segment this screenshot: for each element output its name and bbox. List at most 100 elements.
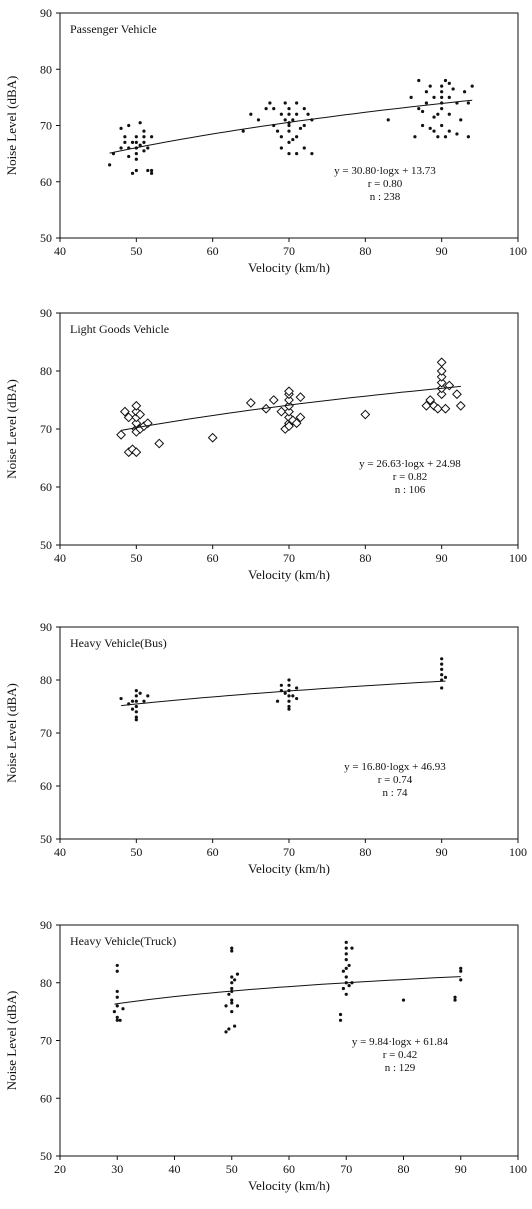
fit-line (121, 385, 461, 431)
data-point (447, 112, 451, 116)
data-point (295, 101, 299, 105)
y-tick-label: 50 (40, 231, 52, 245)
data-point (127, 123, 131, 128)
data-point (119, 696, 123, 701)
x-tick-label: 50 (130, 845, 142, 859)
data-point (287, 678, 291, 682)
data-point (230, 975, 234, 979)
data-point (440, 95, 444, 99)
fit-annotation: r = 0.80 (368, 178, 403, 190)
data-point (230, 1001, 234, 1005)
data-point (447, 81, 451, 85)
fit-line (114, 976, 461, 1005)
data-point (344, 958, 348, 962)
data-point (417, 78, 421, 83)
data-point (420, 109, 425, 114)
data-point (344, 952, 348, 956)
data-point (115, 963, 119, 968)
data-point (235, 1004, 240, 1008)
data-point (453, 995, 457, 999)
data-point (295, 112, 299, 116)
fit-annotation: y = 9.84·logx + 61.84 (352, 1036, 449, 1048)
data-point (127, 154, 131, 159)
data-point (344, 940, 348, 944)
fit-annotation: r = 0.82 (393, 471, 428, 483)
x-tick-label: 90 (436, 845, 448, 859)
data-point (295, 392, 306, 403)
data-point (287, 140, 291, 144)
fit-annotation: y = 30.80·logx + 13.73 (334, 165, 436, 177)
x-tick-label: 80 (359, 845, 371, 859)
fit-annotation: y = 26.63·logx + 24.98 (359, 458, 461, 470)
data-point (360, 409, 371, 420)
data-point (295, 686, 299, 690)
fit-annotation: n : 129 (385, 1062, 416, 1074)
data-point (287, 683, 291, 687)
x-tick-label: 50 (130, 551, 142, 565)
data-point (276, 406, 287, 417)
data-point (134, 704, 138, 709)
data-point (440, 686, 444, 690)
data-point (146, 168, 150, 173)
data-point (287, 152, 291, 156)
plot-frame (59, 924, 519, 1157)
data-point (249, 112, 253, 116)
data-point (150, 168, 154, 173)
data-point (142, 135, 146, 139)
data-point (466, 135, 470, 139)
data-point (230, 998, 234, 1002)
data-point (466, 101, 470, 105)
data-point (118, 1018, 122, 1022)
y-tick-label: 80 (40, 62, 52, 76)
fit-annotation: r = 0.74 (378, 774, 413, 786)
data-point (462, 90, 467, 94)
data-point (287, 107, 291, 111)
data-point (235, 972, 240, 976)
data-point (138, 691, 142, 695)
x-tick-label: 50 (226, 1162, 238, 1176)
data-point (134, 152, 138, 156)
y-tick-label: 60 (40, 1091, 52, 1105)
data-point (310, 152, 314, 156)
data-point (409, 95, 413, 99)
chart-heavy-vehicle-truck: 20 30 40 50 60 70 80 90 100 50 60 70 80 90 Velocity (k… (0, 906, 532, 1204)
data-point (146, 694, 150, 698)
data-point (470, 84, 474, 88)
data-point (138, 143, 142, 147)
y-tick-label: 80 (40, 364, 52, 378)
data-point (284, 386, 294, 397)
data-point (436, 112, 440, 116)
fit-annotation: y = 16.80·logx + 46.93 (344, 761, 446, 773)
x-tick-label: 100 (509, 551, 527, 565)
x-tick-label: 60 (207, 845, 219, 859)
data-point (447, 129, 451, 133)
data-point (287, 129, 291, 133)
x-tick-label: 60 (207, 244, 219, 258)
y-tick-label: 80 (40, 673, 52, 687)
data-point (245, 397, 256, 408)
data-point (227, 1027, 231, 1031)
data-point (134, 689, 138, 693)
y-tick-label: 90 (40, 620, 52, 634)
data-point (451, 87, 455, 91)
data-point (421, 400, 432, 411)
plot-frame (59, 626, 519, 840)
data-point (142, 699, 146, 703)
data-point (344, 946, 348, 950)
data-point (284, 395, 294, 405)
data-point (130, 707, 135, 711)
x-tick-label: 20 (54, 1162, 66, 1176)
data-point (130, 699, 135, 703)
data-point (440, 90, 444, 94)
fit-annotation: n : 238 (370, 191, 401, 203)
data-point (116, 429, 126, 440)
data-point (256, 118, 261, 122)
data-point (432, 403, 443, 414)
data-point (459, 118, 463, 122)
data-point (295, 152, 299, 156)
data-point (138, 121, 142, 125)
data-point (452, 389, 462, 400)
data-point (425, 395, 436, 405)
